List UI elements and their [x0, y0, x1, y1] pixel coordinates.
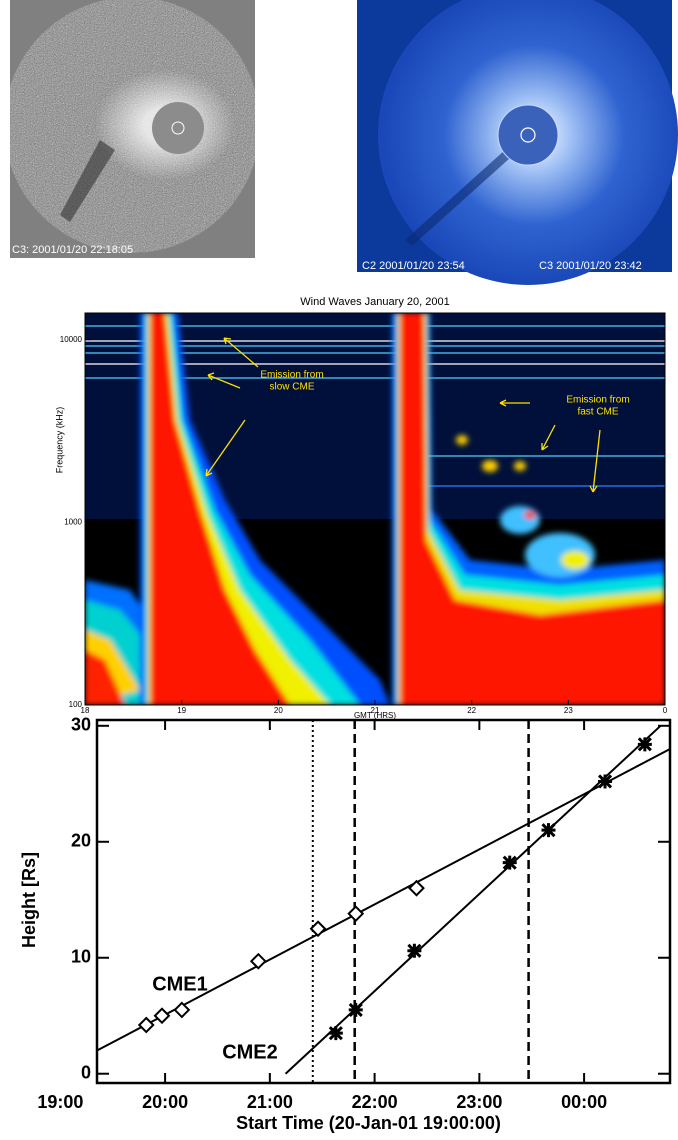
- x-tick-label: 20: [274, 706, 283, 715]
- x-tick-label: 19:00: [37, 1092, 83, 1112]
- x-tick-label: 22: [467, 706, 476, 715]
- star-point: [348, 1002, 363, 1018]
- diamond-point: [408, 879, 425, 897]
- x-tick-label: 0: [663, 706, 668, 715]
- annotation: Emission from: [566, 395, 629, 406]
- x-tick-label: 18: [81, 706, 90, 715]
- image-label: C3 2001/01/20 23:42: [539, 260, 642, 272]
- y-axis-label: Frequency (kHz): [54, 407, 64, 474]
- x-tick-label: 20:00: [142, 1092, 188, 1112]
- y-axis-label: Height [Rs]: [19, 852, 39, 948]
- x-axis-label: Start Time (20-Jan-01 19:00:00): [236, 1113, 501, 1133]
- spectrogram-image: [85, 313, 665, 705]
- y-tick-label: 10: [71, 946, 91, 966]
- c3-image: [10, 0, 255, 258]
- star-point: [502, 855, 517, 870]
- plot-frame: [95, 718, 672, 1085]
- star-point: [407, 943, 422, 958]
- annotation: Emission from: [260, 370, 323, 381]
- diamond-point: [347, 905, 365, 923]
- series-label: CME1: [152, 973, 208, 995]
- star-point: [637, 737, 652, 752]
- x-tick-label: 22:00: [352, 1092, 398, 1112]
- annotation: fast CME: [577, 407, 618, 418]
- diamond-point: [173, 1001, 191, 1019]
- diamond-point: [153, 1007, 171, 1025]
- x-axis-label: GMT (HRS): [354, 711, 396, 720]
- image-label: C3: 2001/01/20 22:18:05: [12, 244, 133, 256]
- diamond-point: [137, 1016, 155, 1034]
- x-tick-label: 23:00: [456, 1092, 502, 1112]
- c2-c3-image: [357, 0, 678, 285]
- y-tick-label: 30: [71, 715, 91, 735]
- y-tick-label: 1000: [64, 517, 82, 526]
- y-tick-label: 100: [69, 700, 83, 709]
- star-point: [597, 774, 613, 789]
- annotation: slow CME: [269, 382, 314, 393]
- star-point: [541, 823, 556, 838]
- diamond-point: [309, 920, 327, 938]
- series-label: CME2: [222, 1041, 278, 1063]
- diamond-point: [249, 952, 267, 970]
- x-tick-label: 21: [371, 706, 380, 715]
- x-tick-label: 19: [177, 706, 186, 715]
- x-tick-label: 21:00: [247, 1092, 293, 1112]
- x-tick-label: 00:00: [561, 1092, 607, 1112]
- y-tick-label: 0: [81, 1062, 91, 1082]
- fit-line: [97, 748, 670, 1052]
- star-point: [328, 1026, 343, 1041]
- fit-line: [284, 725, 662, 1075]
- y-tick-label: 20: [71, 831, 91, 851]
- image-label: C2 2001/01/20 23:54: [362, 260, 465, 272]
- chart-title: Wind Waves January 20, 2001: [300, 296, 449, 308]
- x-tick-label: 23: [564, 706, 573, 715]
- y-tick-label: 10000: [60, 335, 83, 344]
